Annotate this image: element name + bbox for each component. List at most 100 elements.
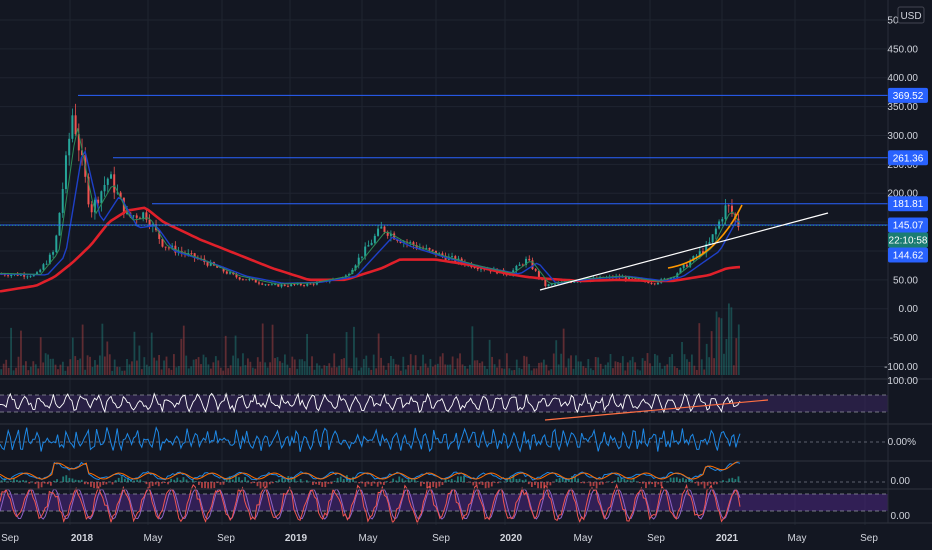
moving-averages [0,128,743,293]
volume-bar [496,367,498,375]
volume-bar [427,367,429,375]
candle-body [161,238,164,247]
volume-bar [202,354,205,375]
volume-bar [360,367,363,375]
macd-histogram-bar [617,477,620,482]
macd-histogram-bar [574,476,576,482]
volume-bar [17,356,20,375]
volume-bar [358,370,360,375]
candle-body [537,270,540,278]
candle-body [270,284,273,286]
macd-histogram-bar [601,482,604,485]
volume-bar [126,358,128,375]
volume-bar [99,355,101,375]
support-trendline[interactable] [539,212,829,291]
candle-body [251,279,254,281]
macd-histogram-bar [364,482,367,487]
macd-histogram-bar [37,482,40,489]
volume-bar [673,366,676,375]
candle-body [515,265,518,271]
pane-separators[interactable] [0,378,932,524]
volume-bar [153,357,156,375]
volume-bar [296,368,299,375]
macd-histogram-bar [46,482,49,485]
macd-histogram-bar [34,482,37,485]
candle-body [299,283,302,286]
volume-bar [86,355,89,375]
volume-bar [491,356,493,375]
volume-bar [291,356,294,375]
volume-bar [91,366,94,375]
candle-body [518,264,521,266]
volume-bar [42,362,45,375]
volume-bar [580,361,582,375]
volume-bar [39,337,42,375]
volume-bar [116,366,119,375]
volume-bar [350,368,353,375]
macd-histogram-bar [139,479,142,482]
ma-short-line [0,128,741,285]
macd-histogram-bar [271,482,274,484]
currency-badge[interactable]: USD [897,6,925,24]
volume-bar [382,365,385,375]
candle-body [216,265,219,268]
candle-body [692,256,695,262]
volume-bar [518,367,521,375]
candle-body [367,245,370,247]
volume-bar [466,368,469,375]
price-axis-tick: 50.00 [893,275,918,286]
macd-histogram-bar [148,482,151,488]
volume-bar [118,367,121,375]
macd-histogram-bar [564,477,567,482]
macd-histogram-bar [703,482,706,490]
volume-bar [66,366,69,375]
macd-histogram-bar [478,482,481,485]
macd-histogram-bar [373,482,376,484]
candle-body [248,279,251,281]
macd-histogram-bar [22,480,25,482]
macd-histogram-bar [176,477,179,482]
time-axis[interactable]: Sep 2018 May Sep 2019 May Sep 2020 May Sep 2021 May… [1,533,878,544]
candle-body [142,212,145,219]
macd-histogram-bar [167,482,169,485]
macd-histogram-bar [706,482,709,486]
price-label-level_261: 261.36 [893,153,924,164]
macd-histogram-bar [691,480,694,482]
volume-bar [345,332,348,375]
trendlines[interactable] [539,212,829,291]
macd-histogram-bar [6,481,9,483]
volume-bar [530,370,533,375]
macd-histogram-bar [586,482,589,483]
rsi-pane [0,392,888,421]
macd-histogram-bar [734,479,737,482]
candle-body [277,284,280,287]
volume-bar [101,323,104,375]
candle-body [7,275,10,277]
macd-histogram-bar [9,480,12,482]
volume-bar [160,369,163,375]
candle-body [737,218,740,228]
macd-histogram-bar [327,482,330,484]
volume-bar [323,365,326,375]
candle-body [264,284,267,286]
volume-bar [131,361,133,375]
volume-bar [284,354,286,375]
candle-body [409,242,412,244]
volume-bar [599,363,602,375]
candle-body [103,184,106,192]
macd-histogram-bar [68,477,71,482]
volume-bar [464,366,466,375]
candle-body [528,258,531,261]
horizontal-levels[interactable] [0,94,888,226]
macd-histogram-bar [490,482,493,487]
macd-histogram-bar [170,478,173,482]
candle-body [10,274,13,277]
candle-body [61,189,64,213]
macd-histogram-bar [712,482,715,485]
candle-body [386,232,389,236]
volume-bar [81,324,84,375]
volume-bar [355,357,358,375]
volume-bar [232,355,234,375]
price-axis-tick: -50.00 [890,333,919,344]
